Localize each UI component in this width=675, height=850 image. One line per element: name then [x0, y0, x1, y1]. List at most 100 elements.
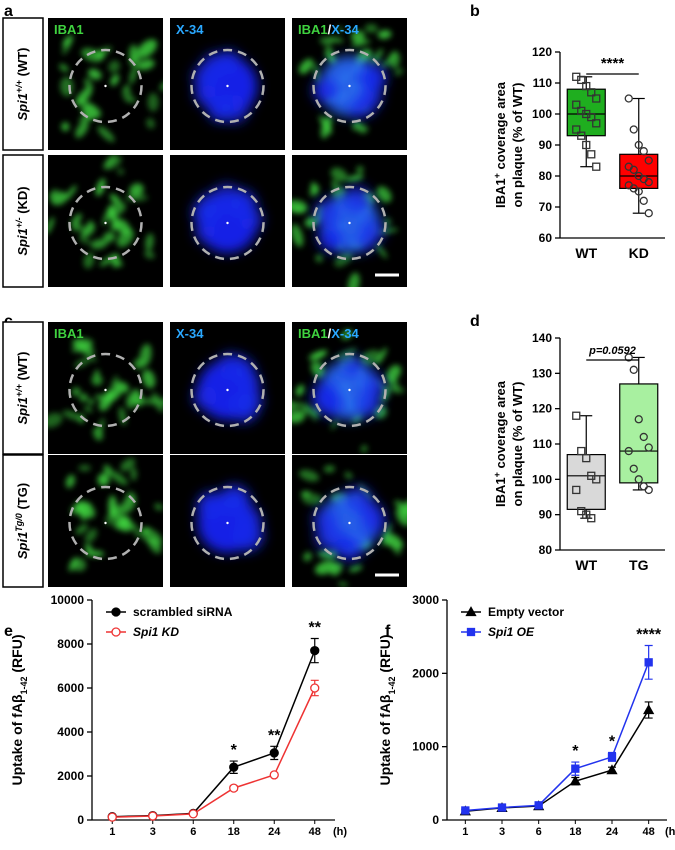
- data-point: [644, 178, 653, 187]
- y-axis-label: IBA1+ coverage area: [492, 380, 508, 507]
- channel-sep: /: [328, 326, 332, 341]
- x-tick-label: 48: [309, 826, 321, 838]
- x-tick-label: 1: [462, 826, 468, 838]
- row-label: Spi1+/+ (WT): [14, 352, 30, 425]
- legend-label: Spi1 KD: [133, 625, 179, 639]
- x-tick-label: 6: [536, 826, 542, 838]
- x-axis-label: (h): [665, 826, 675, 838]
- panel-letter: e: [4, 623, 13, 640]
- y-label-post: (RFU): [377, 634, 393, 676]
- data-point: [188, 809, 198, 819]
- micrograph: X-34: [170, 18, 285, 150]
- channel-a: IBA1: [298, 326, 328, 341]
- micrograph: IBA1/X-34: [292, 18, 407, 150]
- data-point: [624, 353, 633, 362]
- y-tick-label: 140: [532, 331, 552, 345]
- significance-label: **: [309, 620, 322, 637]
- row-genotype: +/+: [14, 79, 24, 93]
- y-tick-label: 130: [532, 366, 552, 380]
- plaque-outline: [190, 485, 265, 561]
- micrograph: [170, 155, 285, 287]
- legend-label: Spi1 OE: [488, 625, 535, 639]
- x-tick-label: KD: [629, 245, 649, 261]
- data-point: [461, 806, 470, 815]
- micrograph: IBA1/X-34: [292, 322, 407, 454]
- x-tick-label: TG: [629, 557, 649, 573]
- x-tick-label: 48: [643, 826, 655, 838]
- micrograph: [170, 455, 285, 587]
- micrograph: IBA1: [48, 322, 163, 454]
- y-label-line2: on plaque (% of WT): [510, 382, 525, 507]
- micrograph: IBA1: [48, 18, 163, 150]
- data-point: [643, 704, 655, 715]
- significance-label: *: [609, 734, 616, 751]
- y-tick-label: 2000: [412, 666, 439, 680]
- data-point: [606, 764, 618, 775]
- y-tick-label: 6000: [57, 681, 84, 695]
- y-tick-label: 90: [539, 138, 553, 152]
- data-point: [111, 627, 121, 637]
- box: [566, 454, 606, 510]
- series-line: [465, 709, 650, 812]
- channel-label: X-34: [176, 22, 204, 37]
- data-point: [111, 607, 121, 617]
- panel-letter: a: [4, 3, 13, 20]
- data-point: [629, 365, 638, 374]
- x-axis-label: (h): [333, 826, 347, 838]
- significance-label: *: [231, 742, 238, 759]
- y-label-sub: 1-42: [19, 676, 29, 694]
- plaque-outline: [190, 48, 265, 124]
- data-point: [572, 125, 581, 134]
- panel-letter: b: [470, 3, 480, 20]
- y-tick-label: 110: [533, 76, 553, 90]
- data-point: [310, 683, 320, 693]
- data-point: [587, 112, 596, 122]
- y-tick-label: 1000: [412, 740, 439, 754]
- legend-label: scrambled siRNA: [133, 605, 233, 619]
- y-label-rest: coverage area: [493, 81, 508, 173]
- y-tick-label: 110: [533, 437, 553, 451]
- data-point: [639, 196, 648, 205]
- row-genotype: +/+: [14, 383, 24, 397]
- data-point: [572, 100, 581, 109]
- data-point: [592, 162, 601, 171]
- y-axis-label: on plaque (% of WT): [510, 83, 525, 208]
- y-axis-label: IBA1+ coverage area: [492, 81, 508, 208]
- plaque-outline: [190, 352, 265, 428]
- significance-label: ****: [636, 626, 662, 643]
- y-label-pre: Uptake of fAβ: [377, 694, 393, 785]
- data-point: [639, 432, 648, 442]
- data-point: [582, 81, 591, 91]
- x-tick-label: 3: [499, 826, 505, 838]
- y-label-sub: 1-42: [387, 676, 397, 694]
- data-point: [571, 764, 580, 773]
- data-point: [629, 125, 638, 134]
- channel-sep: /: [328, 22, 332, 37]
- data-point: [569, 775, 581, 786]
- legend-label: Empty vector: [488, 605, 564, 619]
- row-label-box: [2, 454, 44, 588]
- data-point: [582, 140, 591, 150]
- data-point: [587, 150, 596, 159]
- data-point: [310, 645, 320, 656]
- channel-label: IBA1/X-34: [298, 326, 359, 341]
- x-tick-label: 3: [150, 826, 156, 838]
- data-point: [624, 94, 633, 103]
- chart: d 80 90 100 110 120 130 140 WT TG IBA1+ coverage a…: [470, 313, 665, 573]
- x-tick-label: WT: [575, 245, 597, 261]
- row-genotype: Tg/0: [14, 513, 24, 532]
- data-point: [644, 443, 653, 452]
- data-point: [229, 783, 239, 793]
- panel-letter: f: [385, 623, 391, 640]
- chart: b 60 70 80 90 100 110 120 WT KD IBA1+ coverage are…: [470, 3, 665, 261]
- channel-label: IBA1/X-34: [298, 22, 359, 37]
- row-group: (TG): [15, 483, 30, 513]
- row-gene: Spi1: [15, 228, 30, 255]
- row-label: Spi1Tg/0 (TG): [14, 483, 30, 559]
- data-point: [107, 812, 117, 822]
- x-tick-label: 6: [190, 826, 196, 838]
- micrograph: [48, 455, 163, 587]
- data-point: [639, 147, 648, 156]
- data-point: [587, 88, 596, 97]
- y-tick-label: 100: [532, 107, 552, 121]
